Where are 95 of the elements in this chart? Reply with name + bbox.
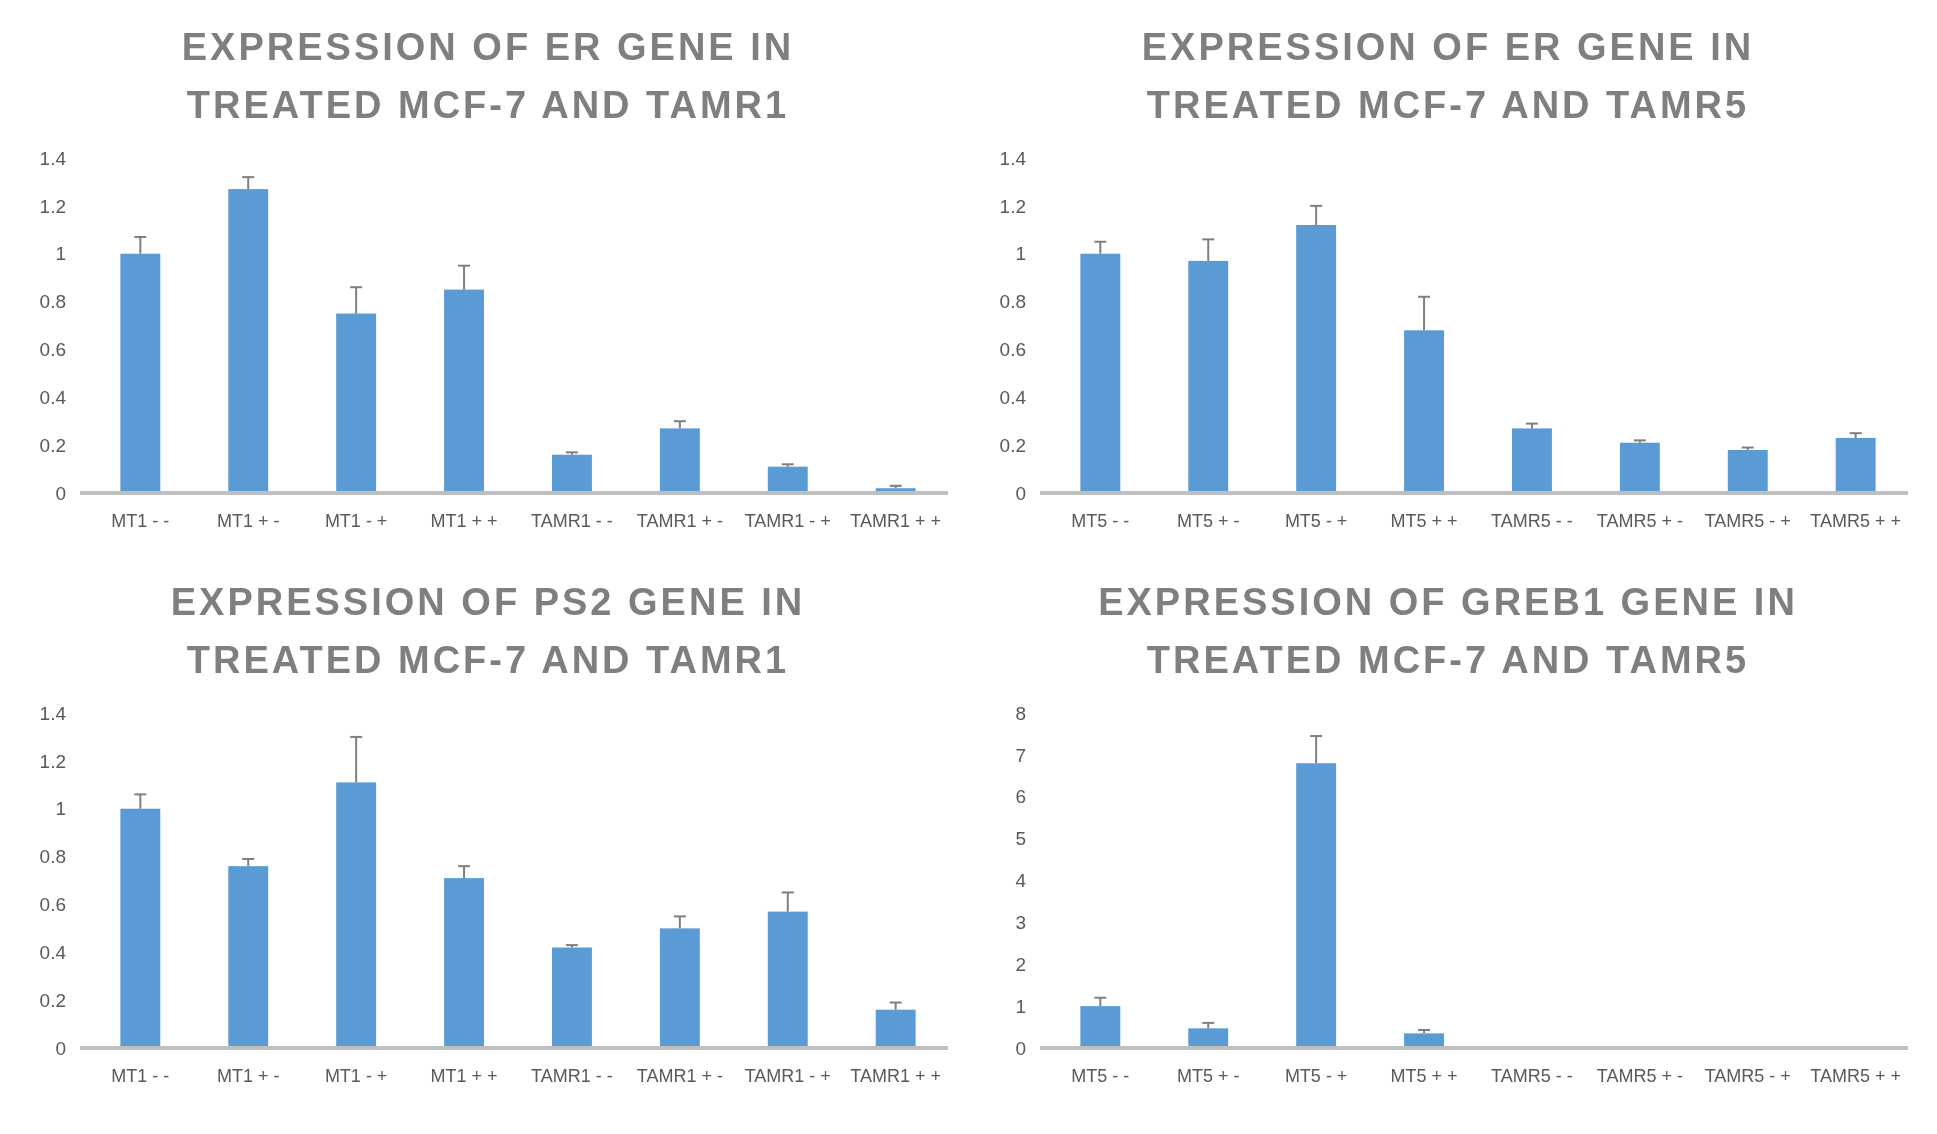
x-tick-label: MT1 - - [111,511,170,531]
bar [1404,330,1445,493]
y-tick-label: 0 [1015,482,1026,504]
chart-title: EXPRESSION OF PS2 GENE IN TREATED MCF-7 AND TAMR1 [170,581,806,681]
y-tick-label: 0.8 [999,291,1026,313]
x-tick-label: TAMR5 + - [1596,1066,1683,1086]
y-tick-label: 0 [1015,1037,1026,1059]
y-tick-label: 0.2 [39,434,66,456]
bar [336,782,377,1048]
x-tick-label: TAMR1 - + [744,511,831,531]
y-tick-label: 6 [1015,786,1026,808]
x-tick-label: MT5 - - [1071,511,1130,531]
bar [336,313,377,493]
y-tick-label: 1 [1015,243,1026,265]
x-tick-label: MT1 + + [430,511,498,531]
x-tick-label: TAMR1 - + [744,1066,831,1086]
y-tick-label: 2 [1015,953,1026,975]
x-tick-label: TAMR5 + + [1810,511,1902,531]
y-tick-label: 3 [1015,912,1026,934]
bar [767,466,808,493]
x-tick-label: MT1 + - [216,511,280,531]
x-tick-label: TAMR1 + - [636,511,723,531]
bar [659,428,700,493]
bar [444,878,485,1048]
chart-title: EXPRESSION OF GREB1 GENE IN TREATED MCF-7 AND TAMR5 [1098,581,1798,681]
y-tick-label: 7 [1015,744,1026,766]
x-tick-label: MT5 + - [1176,511,1240,531]
y-tick-label: 0.8 [39,291,66,313]
x-tick-label: TAMR5 + - [1596,511,1683,531]
x-tick-label: MT5 + - [1176,1066,1240,1086]
bar [1619,442,1660,493]
bar [551,454,592,493]
x-tick-label: MT1 + + [430,1066,498,1086]
bar [767,911,808,1048]
y-tick-label: 0.8 [39,846,66,868]
y-tick-label: 4 [1015,870,1027,892]
bar [1188,260,1229,493]
x-tick-label: MT5 - - [1071,1066,1130,1086]
bar [1296,763,1337,1048]
x-tick-label: TAMR5 - + [1704,1066,1791,1086]
x-tick-label: TAMR5 - + [1704,511,1791,531]
x-tick-label: TAMR5 + + [1810,1066,1902,1086]
bar [228,189,269,493]
chart-title: EXPRESSION OF ER GENE IN TREATED MCF-7 AND TAMR5 [1141,26,1755,126]
y-tick-label: 1 [1015,995,1026,1017]
bar [228,866,269,1048]
bar [1835,437,1876,493]
x-tick-label: MT5 + + [1390,511,1458,531]
chart-title: EXPRESSION OF ER GENE IN TREATED MCF-7 AND TAMR1 [181,26,795,126]
y-tick-label: 0.4 [39,941,67,963]
bar [1188,1028,1229,1048]
bar [551,947,592,1048]
x-tick-label: MT1 - - [111,1066,170,1086]
y-tick-label: 1.4 [39,147,67,169]
x-tick-label: TAMR1 - - [531,511,613,531]
y-tick-label: 0.4 [39,386,67,408]
y-tick-label: 0.6 [39,339,66,361]
bar [1296,225,1337,493]
y-tick-label: 1.2 [39,750,66,772]
y-tick-label: 0.2 [39,989,66,1011]
bar [875,1009,916,1048]
y-tick-label: 0 [55,1037,66,1059]
bar [120,253,161,493]
x-tick-label: MT1 + - [216,1066,280,1086]
x-tick-label: TAMR1 + + [850,511,942,531]
y-tick-label: 0.2 [999,434,1026,456]
bar [1080,1006,1121,1048]
bar [120,808,161,1048]
bar [444,289,485,493]
x-tick-label: TAMR5 - - [1491,511,1573,531]
x-tick-label: MT5 - + [1284,1066,1348,1086]
y-tick-label: 1.4 [999,147,1027,169]
x-tick-label: TAMR1 + - [636,1066,723,1086]
y-tick-label: 0.6 [999,339,1026,361]
x-tick-label: TAMR1 + + [850,1066,942,1086]
x-tick-label: MT1 - + [324,1066,388,1086]
bar [1080,253,1121,493]
y-tick-label: 1 [55,798,66,820]
bar [1727,449,1768,493]
bar [1511,428,1552,493]
x-tick-label: TAMR1 - - [531,1066,613,1086]
y-tick-label: 1 [55,243,66,265]
y-tick-label: 1.2 [999,195,1026,217]
y-tick-label: 0.6 [39,894,66,916]
x-tick-label: MT5 - + [1284,511,1348,531]
bar [659,928,700,1048]
y-tick-label: 5 [1015,828,1026,850]
y-tick-label: 1.4 [39,702,67,724]
x-tick-label: MT5 + + [1390,1066,1458,1086]
y-tick-label: 1.2 [39,195,66,217]
y-tick-label: 8 [1015,702,1026,724]
y-tick-label: 0 [55,482,66,504]
y-tick-label: 0.4 [999,386,1027,408]
x-tick-label: MT1 - + [324,511,388,531]
x-tick-label: TAMR5 - - [1491,1066,1573,1086]
